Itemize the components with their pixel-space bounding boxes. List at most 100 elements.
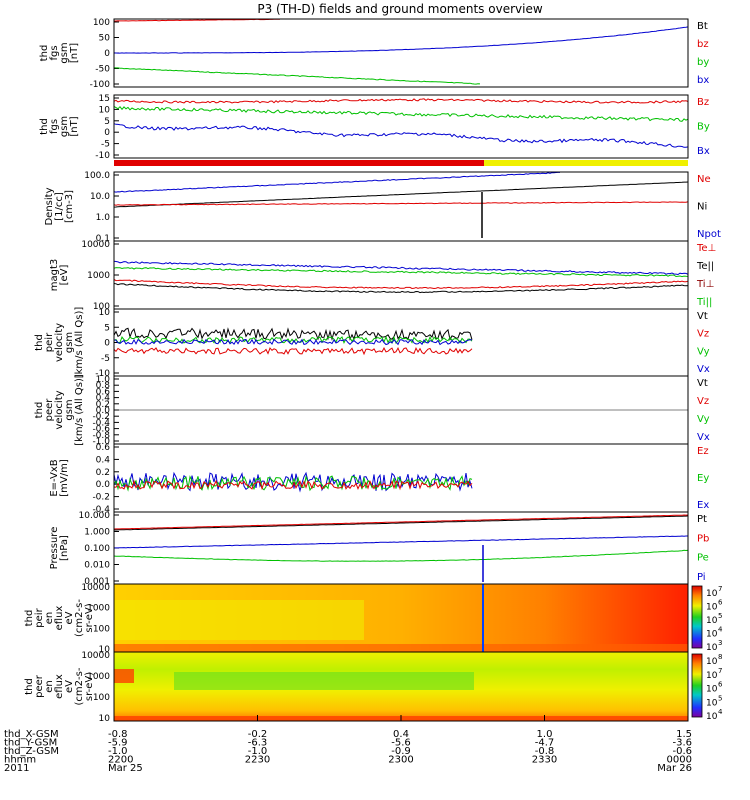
y-tick-label: 100 bbox=[93, 302, 110, 312]
colorbar-label: 10 bbox=[706, 685, 718, 695]
legend-item: Te|| bbox=[696, 261, 714, 272]
y-tick-label: 10 bbox=[99, 308, 111, 318]
Npot-line bbox=[113, 171, 560, 193]
ephemeris-label: 2011 bbox=[4, 763, 29, 774]
colorbar-label: 10 bbox=[706, 671, 718, 681]
panel-p6: thd peer velocity gsm [km/s (All Qs)] 1.00.80… bbox=[34, 374, 710, 447]
y-tick-label: -5 bbox=[101, 354, 110, 364]
Pi-line bbox=[114, 535, 688, 549]
panel-p10: thd peer en eflux eV (cm2-s-sr-eV) 10000 1000 10… bbox=[24, 651, 723, 724]
colorbar-label: 10 bbox=[706, 630, 718, 640]
colorbar-label: 10 bbox=[706, 643, 718, 653]
ephemeris-value: 2230 bbox=[245, 755, 270, 766]
legend-item: Pe bbox=[697, 553, 709, 564]
ephemeris-value: -0.8 bbox=[535, 746, 555, 757]
panel-ylabel: E=-VxB bbox=[49, 459, 60, 496]
panel-ylabel: peer bbox=[44, 398, 55, 422]
legend-item: Pt bbox=[697, 514, 707, 525]
colorbar bbox=[691, 653, 703, 718]
panel-ylabel: velocity bbox=[54, 390, 65, 429]
legend-item: Vt bbox=[697, 311, 708, 322]
colorbar-exponent: 3 bbox=[718, 639, 722, 647]
legend-item: Ti|| bbox=[696, 297, 712, 308]
y-tick-label: 0 bbox=[104, 339, 110, 349]
Vt-line bbox=[113, 327, 473, 342]
y-tick-label: 5 bbox=[104, 323, 110, 333]
panel-p1: thd fgs gsm [nT] 100 50 0 -50 -100 Bt bz by bx bbox=[39, 18, 709, 90]
ephemeris-value: -4.7 bbox=[535, 738, 555, 749]
y-tick-label: -100 bbox=[90, 80, 111, 90]
ephemeris: thd_X-GSMthd_Y-GSMthd_Z-GSMhhmm2011-0.8-… bbox=[4, 729, 692, 774]
Vy-line bbox=[113, 335, 473, 345]
panel-ylabel: [nT] bbox=[69, 116, 80, 136]
Te-perp-line bbox=[113, 278, 689, 290]
panel-ylabel: fgs bbox=[49, 45, 60, 60]
panel-ylabel: (cm2-s- bbox=[74, 667, 85, 705]
ephemeris-label: thd_Y-GSM bbox=[4, 738, 57, 749]
colorbar-exponent: 4 bbox=[718, 708, 723, 716]
panel-frame bbox=[113, 94, 689, 159]
ephemeris-value: -0.2 bbox=[248, 729, 268, 740]
y-tick-label: 0.100 bbox=[84, 544, 110, 554]
ephemeris-value: Mar 26 bbox=[657, 763, 692, 774]
legend-item: Ti⊥ bbox=[696, 279, 714, 290]
y-tick-label: -0.2 bbox=[92, 412, 110, 422]
panel-ylabel: sr-eV) bbox=[84, 603, 95, 632]
mode-flag-red bbox=[114, 160, 484, 166]
panel-frame bbox=[113, 443, 689, 513]
y-tick-label: 10 bbox=[99, 645, 111, 655]
y-tick-label: 10 bbox=[99, 105, 111, 115]
y-tick-label: -0.4 bbox=[92, 418, 110, 428]
legend-item: Vz bbox=[697, 329, 709, 340]
legend-item: bx bbox=[697, 75, 709, 86]
Te-par-line bbox=[113, 283, 689, 294]
y-tick-label: -10 bbox=[95, 151, 110, 161]
y-tick-label: 1.0 bbox=[96, 213, 111, 223]
legend-item: Ni bbox=[697, 202, 707, 213]
colorbar bbox=[691, 585, 703, 649]
y-tick-label: 0.0 bbox=[96, 406, 111, 416]
legend-item: Vx bbox=[697, 432, 710, 443]
Ez-line bbox=[113, 479, 473, 491]
ephemeris-value: 2330 bbox=[532, 755, 557, 766]
panel-ylabel: magt3 bbox=[49, 259, 60, 292]
y-tick-label: 1.0 bbox=[96, 375, 111, 385]
ephemeris-label: hhmm bbox=[4, 755, 36, 766]
y-tick-label: 0.8 bbox=[96, 381, 111, 391]
colorbar-exponent: 6 bbox=[718, 681, 723, 689]
y-tick-label: -50 bbox=[95, 65, 110, 75]
Pe-line bbox=[113, 549, 689, 562]
panel-ylabel: peir bbox=[34, 607, 45, 627]
legend-item: Vy bbox=[697, 414, 710, 425]
bx-line bbox=[113, 26, 689, 54]
ephemeris-value: 1.5 bbox=[676, 729, 692, 740]
Ti-par-line bbox=[113, 267, 689, 278]
y-tick-label: -0.2 bbox=[92, 493, 110, 503]
Bx-line bbox=[113, 123, 689, 148]
panel-ylabel: [km/s (All Qs)] bbox=[74, 307, 85, 379]
Pt-line bbox=[114, 515, 689, 531]
y-tick-label: 10000 bbox=[81, 651, 110, 661]
panel-ylabel: eflux bbox=[54, 606, 65, 631]
panel-ylabel: Pressure bbox=[49, 527, 60, 570]
ephemeris-value: 2300 bbox=[388, 755, 413, 766]
legend-item: Vz bbox=[697, 396, 709, 407]
electron-spectrogram-band bbox=[114, 669, 134, 683]
legend-item: Vx bbox=[697, 364, 710, 375]
By-line bbox=[113, 105, 689, 122]
y-tick-label: 10 bbox=[99, 714, 111, 724]
Ti-perp-line bbox=[113, 260, 689, 276]
panel-p9: thd peir en eflux eV (cm2-s-sr-eV) 10000 1000 10… bbox=[24, 583, 723, 655]
panel-ylabel: thd bbox=[24, 678, 35, 695]
ephemeris-value: -5.9 bbox=[108, 738, 128, 749]
panel-ylabel: Density bbox=[44, 187, 55, 225]
colorbar-exponent: 8 bbox=[718, 653, 722, 661]
y-tick-label: 10.0 bbox=[90, 192, 110, 202]
panel-ylabel: eflux bbox=[54, 674, 65, 699]
panel-p5: thd peir velocity gsm [km/s (All Qs)] 10 5 0 -5 -… bbox=[34, 307, 710, 379]
legend-item: bz bbox=[697, 39, 709, 50]
ephemeris-value: -1.0 bbox=[108, 746, 128, 757]
bz-line bbox=[114, 18, 280, 22]
